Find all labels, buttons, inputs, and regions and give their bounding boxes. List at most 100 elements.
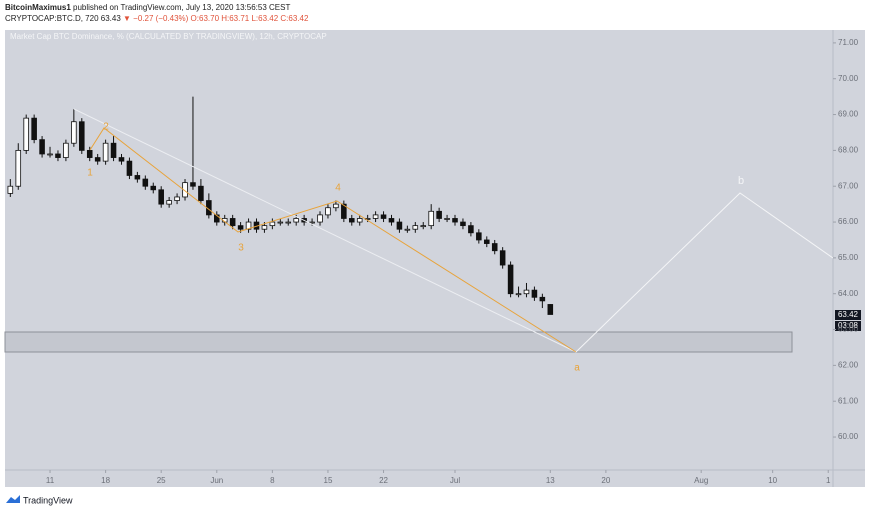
candle-body (523, 289, 530, 295)
candle-body (372, 214, 379, 219)
plot-bg (5, 30, 833, 470)
candle-body (420, 225, 427, 228)
candle-body (23, 117, 29, 151)
candle-body (444, 218, 450, 220)
x-tick-label: 20 (601, 476, 610, 485)
countdown: 03:08 (838, 321, 859, 330)
candle-body (63, 142, 69, 158)
candle-body (15, 149, 22, 187)
x-tick-label: Jun (210, 476, 223, 485)
candle-body (55, 153, 61, 158)
candle-body (142, 178, 149, 187)
candle-body (388, 218, 395, 223)
candle-body (491, 243, 498, 252)
price-tag (835, 310, 861, 320)
candle-body (269, 221, 276, 227)
candle-body (460, 221, 466, 227)
x-tick-label: 11 (46, 476, 55, 485)
candle-body (79, 121, 85, 151)
candle-body (174, 196, 180, 201)
author: BitcoinMaximus1 (5, 3, 71, 12)
y-tick-label: 69.00 (838, 110, 859, 119)
candle-body (507, 264, 514, 295)
logo (6, 495, 20, 503)
support-zone (4, 331, 793, 353)
y-tick-label: 68.00 (838, 146, 859, 155)
candle-body (134, 175, 141, 180)
candle-body (118, 157, 125, 162)
y-tick-label: 71.00 (838, 38, 859, 47)
price-axis-bg (833, 30, 865, 470)
publish-line: BitcoinMaximus1 published on TradingView… (5, 3, 290, 12)
candle-body (71, 121, 77, 144)
candle-body (404, 228, 411, 231)
wave-label: 3 (238, 243, 244, 254)
candle-body (547, 304, 554, 315)
price-label: 63.42 (838, 310, 859, 319)
chart-title: Market Cap BTC Dominance, % (CALCULATED … (10, 32, 327, 41)
y-tick-label: 62.00 (838, 360, 859, 369)
candle-body (31, 117, 37, 141)
brand: TradingView (23, 495, 73, 505)
x-tick-label: Aug (694, 476, 708, 485)
candle-body (150, 185, 157, 191)
candle-body (341, 203, 347, 219)
candle-body (515, 293, 522, 296)
candle-body (436, 210, 442, 219)
candle-body (428, 210, 434, 227)
candle-body (396, 221, 403, 230)
candle-body (412, 225, 419, 230)
candle-body (214, 214, 220, 223)
x-tick-label: 22 (379, 476, 388, 485)
wave-label: 4 (335, 183, 341, 194)
candle-body (110, 142, 117, 158)
x-tick-label: 18 (101, 476, 110, 485)
candle-body (229, 218, 236, 227)
candle-body (198, 185, 204, 201)
y-tick-label: 64.00 (838, 289, 859, 298)
candle-body (47, 153, 53, 156)
candle-body (380, 214, 387, 219)
candle-body (483, 239, 490, 244)
candle-body (285, 221, 292, 224)
trend-line (73, 108, 577, 353)
y-tick-label: 70.00 (838, 74, 859, 83)
wave-label: b (738, 175, 744, 187)
change: ▼ −0.27 (−0.43%) (123, 14, 189, 23)
candle-body (261, 225, 268, 230)
marks (7, 96, 554, 315)
symbol-line: CRYPTOCAP:BTC.D, 720 63.43 ▼ −0.27 (−0.4… (5, 14, 308, 23)
candle-body (468, 225, 474, 234)
candle-body (39, 139, 45, 155)
y-tick-label: 61.00 (838, 396, 859, 405)
y-tick-label: 65.00 (838, 253, 859, 262)
candle-body (531, 289, 538, 298)
last: 63.43 (100, 14, 121, 23)
candle-body (499, 250, 506, 266)
wave-label: 1 (87, 168, 93, 179)
candle-body (277, 221, 284, 224)
candle-body (94, 157, 101, 162)
candle-body (86, 149, 93, 158)
candle-body (102, 142, 109, 162)
y-tick-label: 63.00 (838, 325, 859, 334)
candle-body (325, 207, 331, 216)
candle-body (166, 200, 172, 205)
y-tick-label: 60.00 (838, 432, 859, 441)
projection-line (575, 192, 834, 353)
x-tick-label: 13 (546, 476, 555, 485)
candle-body (317, 214, 323, 223)
symbol: CRYPTOCAP:BTC.D, 720 (5, 14, 99, 23)
x-tick-label: 1 (826, 476, 831, 485)
candle-body (182, 182, 188, 198)
published: published on TradingView.com, July 13, 2… (73, 3, 291, 12)
y-tick-label: 67.00 (838, 181, 859, 190)
ohlc: O:63.70 H:63.71 L:63.42 C:63.42 (190, 14, 309, 23)
wave-label: a (574, 363, 580, 374)
wave-label: 2 (103, 122, 109, 133)
candle-body (476, 232, 482, 241)
candle-body (7, 185, 14, 194)
candle-body (539, 296, 546, 302)
candle-body (158, 189, 164, 205)
